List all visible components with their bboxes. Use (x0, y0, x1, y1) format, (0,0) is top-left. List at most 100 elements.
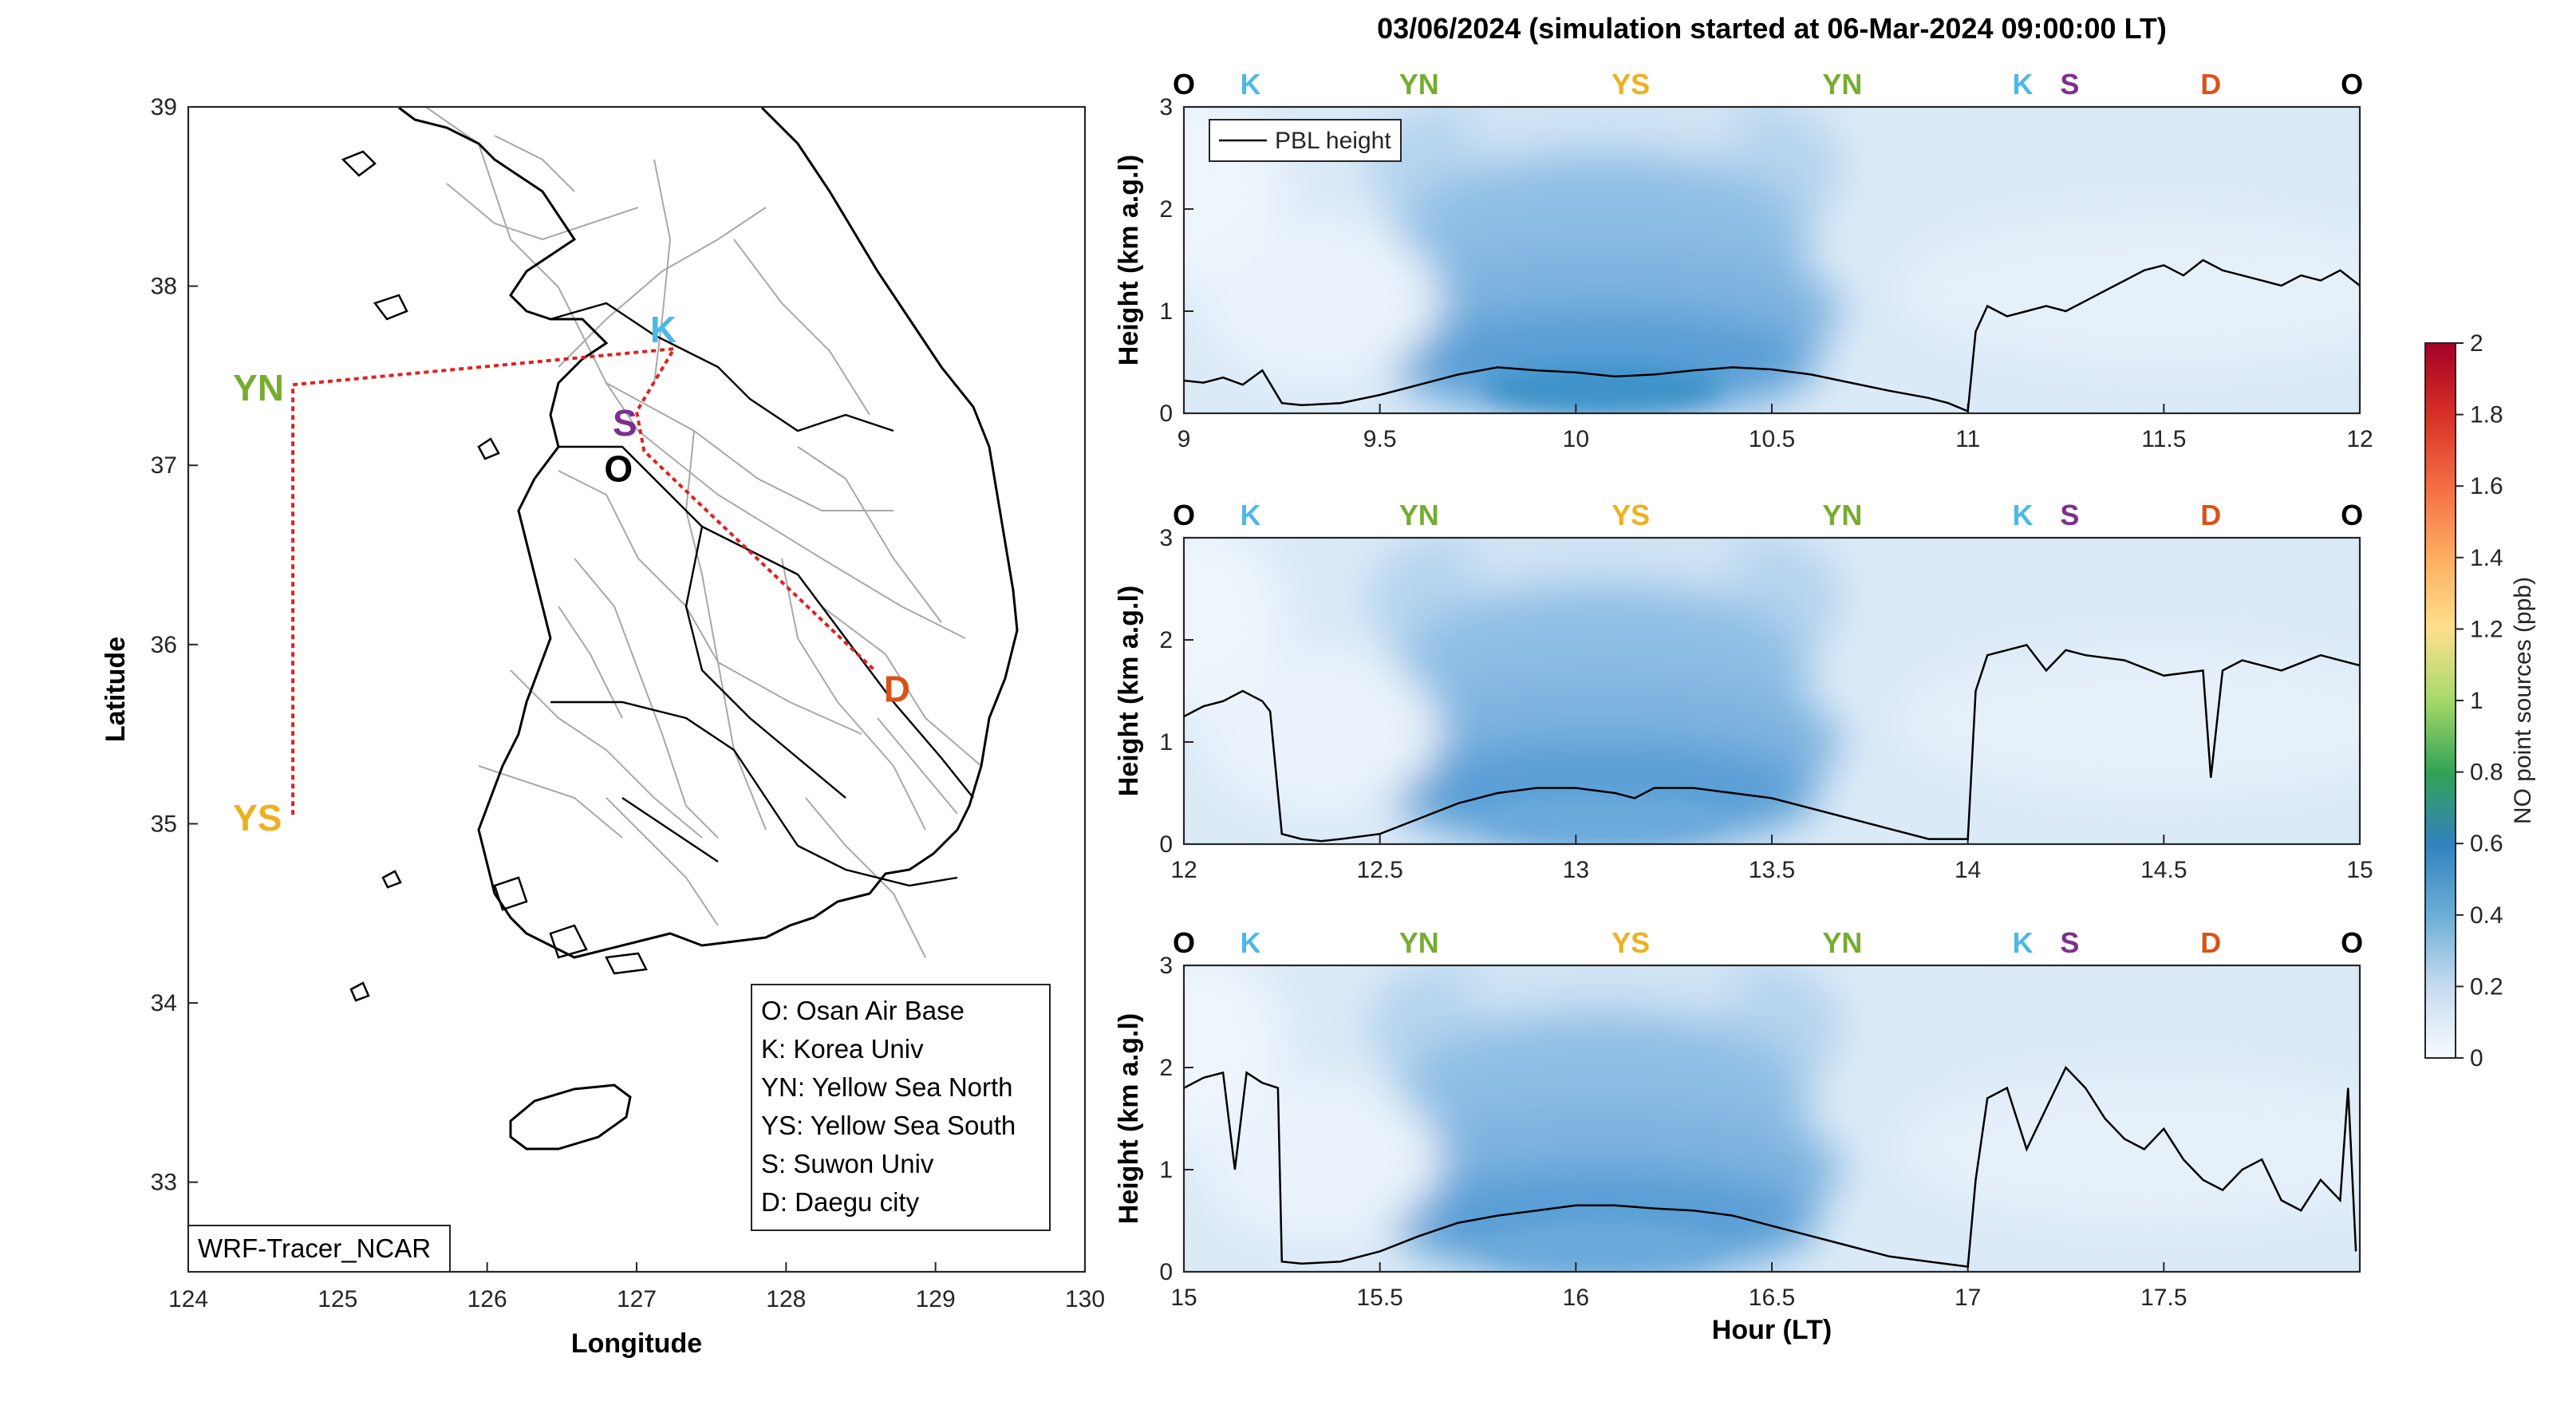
y-axis-label: Height (km a.g.l) (1114, 586, 1144, 796)
map-legend-box (751, 984, 1051, 1231)
site-marker-ys: YS (1611, 499, 1650, 531)
map-x-tick-label: 127 (617, 1286, 657, 1312)
x-tick-label: 10 (1563, 426, 1589, 452)
field-blob (1900, 649, 2360, 794)
model-badge-text: WRF-Tracer_NCAR (198, 1233, 431, 1263)
map-legend: O: Osan Air Base K: Korea Univ YN: Yellow … (751, 984, 1051, 1231)
x-tick-label: 11.5 (2141, 426, 2186, 452)
x-tick-label: 13.5 (1749, 857, 1795, 883)
x-tick-label: 17.5 (2140, 1285, 2187, 1311)
map-site-d: D (884, 669, 910, 710)
map-legend-item: YS: Yellow Sea South (761, 1111, 1016, 1140)
map-y-tick-label: 39 (151, 94, 177, 120)
curtain-panel-3: 15 15.5 16 16.5 17 17.5 0 1 2 3 Height (km a.g.l) H… (1114, 926, 2363, 1345)
colorbar-tick-label: 1.6 (2470, 473, 2503, 499)
map-y-tick-label: 34 (151, 990, 177, 1016)
y-tick-label: 0 (1159, 401, 1173, 427)
x-tick-label: 11 (1955, 426, 1980, 452)
colorbar-tick-label: 0.6 (2470, 831, 2503, 857)
map-legend-item: D: Daegu city (761, 1187, 920, 1217)
x-axis-label: Hour (LT) (1712, 1315, 1832, 1345)
x-tick-label: 12.5 (1356, 857, 1402, 883)
y-tick-label: 1 (1159, 298, 1173, 325)
map-site-ys: YS (233, 797, 282, 839)
route-line (291, 346, 878, 815)
site-marker-ys: YS (1611, 68, 1650, 101)
x-tick-label: 9.5 (1363, 426, 1397, 452)
y-axis-label: Height (km a.g.l) (1114, 155, 1144, 365)
x-tick-label: 10.5 (1749, 426, 1795, 452)
figure-title: 03/06/2024 (simulation started at 06-Mar… (1377, 12, 2167, 45)
y-tick-label: 2 (1159, 196, 1173, 223)
concentration-field (1184, 965, 2360, 1272)
colorbar-tick-label: 1 (2470, 688, 2483, 714)
colorbar-tick-label: 0.2 (2470, 973, 2503, 1000)
site-marker-yn: YN (1822, 926, 1862, 959)
x-tick-label: 14 (1955, 857, 1981, 883)
field-blob (1201, 1079, 1441, 1240)
map-site-k: K (650, 309, 677, 350)
x-tick-label: 14.5 (2140, 857, 2187, 883)
pbl-legend: PBL height (1209, 119, 1402, 162)
site-marker-yn: YN (1399, 926, 1439, 959)
site-marker-k: K (1241, 926, 1261, 959)
map-site-s: S (613, 402, 637, 444)
y-tick-label: 3 (1159, 525, 1173, 551)
site-marker-yn: YN (1399, 499, 1439, 531)
model-badge-box (187, 1225, 451, 1273)
x-tick-label: 12 (1170, 857, 1197, 883)
x-tick-label: 9 (1178, 426, 1191, 452)
model-badge: WRF-Tracer_NCAR (187, 1225, 451, 1273)
province-boundaries (426, 107, 982, 958)
region-boundaries (550, 302, 974, 887)
map-y-tick-label: 36 (151, 632, 177, 658)
map-y-ticks: 33 34 35 36 37 38 39 (151, 94, 198, 1196)
jeju-island (509, 1083, 632, 1151)
colorbar-tick-label: 0.4 (2470, 902, 2503, 929)
map-legend-item: K: Korea Univ (761, 1034, 924, 1064)
map-x-axis-label: Longitude (571, 1328, 702, 1359)
map-x-tick-label: 125 (318, 1286, 357, 1312)
map-site-o: O (604, 448, 633, 489)
site-marker-k: K (2012, 499, 2033, 531)
y-axis-label: Height (km a.g.l) (1114, 1013, 1144, 1224)
y-tick-label: 0 (1159, 1259, 1173, 1285)
field-blob (1201, 221, 1441, 381)
colorbar-tick-label: 2 (2470, 330, 2483, 357)
site-marker-o: O (2341, 926, 2363, 959)
y-tick-label: 3 (1159, 953, 1173, 979)
map-x-tick-label: 128 (766, 1286, 806, 1312)
site-marker-k: K (2012, 926, 2033, 959)
colorbar-gradient (2424, 342, 2456, 1059)
field-core (1483, 795, 1723, 843)
y-tick-label: 2 (1159, 1055, 1173, 1081)
site-marker-d: D (2200, 926, 2221, 959)
x-tick-label: 15 (2346, 857, 2373, 883)
map-x-tick-label: 130 (1065, 1286, 1105, 1312)
colorbar-tick-label: 0 (2470, 1045, 2483, 1072)
y-tick-label: 0 (1159, 831, 1173, 858)
coastline-mainland (398, 106, 1019, 959)
x-tick-label: 15 (1170, 1285, 1197, 1311)
y-tick-label: 3 (1159, 94, 1173, 120)
colorbar: 0 0.2 0.4 0.6 0.8 1 1.2 1.4 1.6 1.8 2 NO point sou… (2424, 330, 2536, 1072)
map-legend-item: YN: Yellow Sea North (761, 1072, 1013, 1102)
colorbar-ticks: 0 0.2 0.4 0.6 0.8 1 1.2 1.4 1.6 1.8 2 (2456, 330, 2503, 1072)
map-legend-item: S: Suwon Univ (761, 1149, 934, 1178)
pbl-height-line (1184, 259, 2360, 413)
x-tick-label: 13 (1563, 857, 1589, 883)
site-marker-o: O (2341, 68, 2363, 101)
colorbar-label: NO point sources (ppb) (2510, 577, 2536, 824)
site-marker-yn: YN (1399, 68, 1439, 101)
y-tick-label: 1 (1159, 1157, 1173, 1183)
site-marker-k: K (2012, 68, 2033, 101)
site-marker-s: S (2060, 926, 2079, 959)
field-blob (1900, 219, 2360, 363)
map-y-tick-label: 35 (151, 811, 177, 837)
pbl-legend-label: PBL height (1275, 128, 1391, 154)
x-tick-label: 17 (1955, 1285, 1981, 1311)
